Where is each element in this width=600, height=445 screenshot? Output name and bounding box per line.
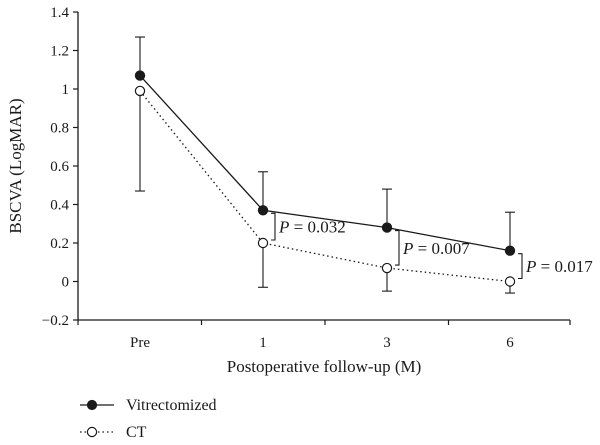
x-tick-label: 3 xyxy=(383,335,391,351)
data-point xyxy=(134,85,146,97)
y-tick-label: 0.2 xyxy=(50,236,69,252)
legend-marker-vitrectomized xyxy=(86,399,98,411)
data-point xyxy=(381,222,393,233)
data-point xyxy=(134,70,146,81)
y-axis: −0.2 0 0.2 0.4 0.6 0.8 1 1.2 1.4 xyxy=(42,5,79,329)
legend-marker-ct xyxy=(86,426,98,438)
legend-label-vitrectomized: Vitrectomized xyxy=(126,397,217,414)
x-tick-label: Pre xyxy=(130,335,150,351)
p-value-bracket xyxy=(395,230,400,266)
series-vitrectomized xyxy=(134,36,516,256)
y-tick-label: 1 xyxy=(62,82,70,98)
y-tick-label: 0.6 xyxy=(50,159,69,175)
y-tick-label: 0.8 xyxy=(50,121,69,137)
data-point xyxy=(257,205,269,216)
y-tick-label: 0.4 xyxy=(50,198,69,214)
legend-item-ct: CT xyxy=(80,424,147,441)
data-point xyxy=(504,245,516,256)
x-tick-label: 1 xyxy=(259,335,267,351)
x-axis-title: Postoperative follow-up (M) xyxy=(227,357,422,376)
x-tick-label: 6 xyxy=(506,335,514,351)
p-value-annotation: P = 0.017 xyxy=(518,253,593,280)
series-ct xyxy=(134,85,516,294)
p-value-label: P = 0.007 xyxy=(402,239,470,258)
data-point xyxy=(381,262,393,274)
p-value-label: P = 0.017 xyxy=(525,257,593,276)
p-value-annotation: P = 0.032 xyxy=(271,212,346,241)
y-tick-label: 1.4 xyxy=(50,5,69,21)
annotations: P = 0.032 P = 0.007 P = 0.017 xyxy=(271,212,593,280)
p-value-bracket xyxy=(271,212,276,241)
p-value-bracket xyxy=(518,253,523,280)
y-tick-label: −0.2 xyxy=(42,313,69,329)
series-layer xyxy=(134,36,516,294)
x-ticks: Pre 1 3 6 xyxy=(77,320,571,351)
y-tick-label: 1.2 xyxy=(50,44,69,60)
legend: Vitrectomized CT xyxy=(80,397,217,441)
data-point xyxy=(257,237,269,249)
p-value-annotation: P = 0.007 xyxy=(395,230,470,266)
y-ticks: −0.2 0 0.2 0.4 0.6 0.8 1 1.2 1.4 xyxy=(42,5,78,329)
legend-item-vitrectomized: Vitrectomized xyxy=(80,397,217,414)
y-axis-title: BSCVA (LogMAR) xyxy=(6,98,25,233)
x-axis: Pre 1 3 6 xyxy=(77,319,571,351)
data-point xyxy=(504,276,516,287)
legend-label-ct: CT xyxy=(126,424,147,441)
y-tick-label: 0 xyxy=(62,275,70,291)
series-line xyxy=(139,75,511,252)
p-value-label: P = 0.032 xyxy=(278,218,346,237)
series-line xyxy=(139,90,511,283)
